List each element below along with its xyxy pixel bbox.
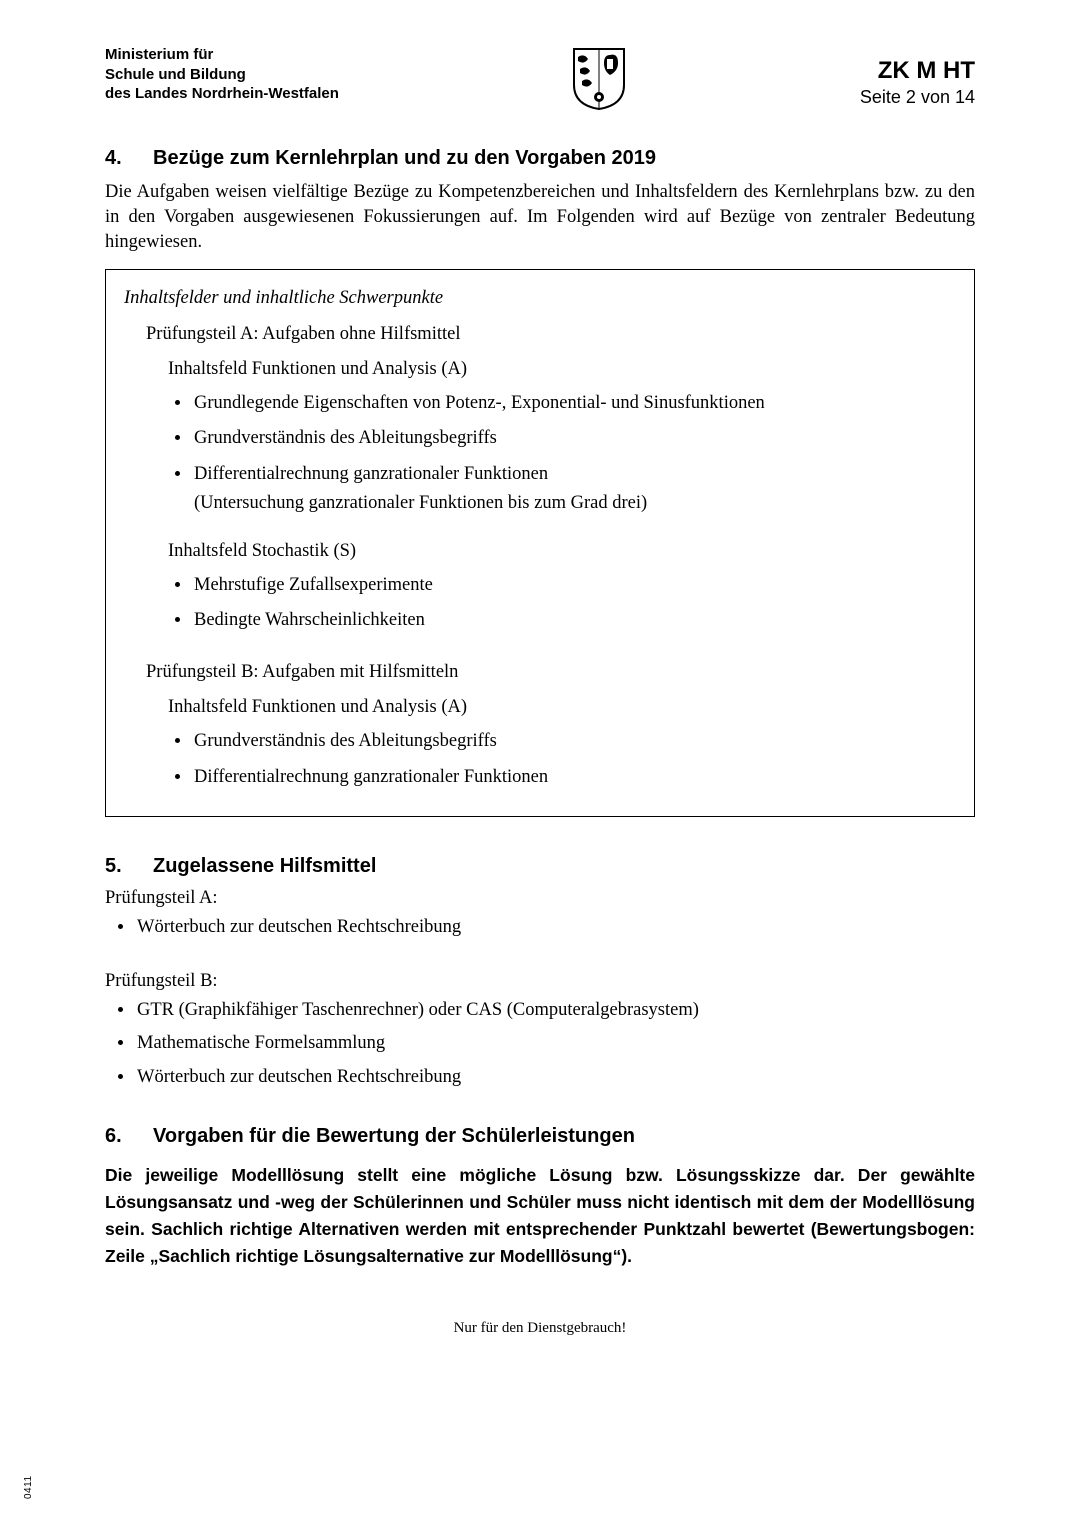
list-item: Differentialrechnung ganzrationaler Funk…: [192, 763, 956, 793]
section-5-heading: 5. Zugelassene Hilfsmittel: [105, 855, 975, 878]
section-5-part-a-label: Prüfungsteil A:: [105, 888, 975, 909]
ministry-line-1: Ministerium für: [105, 45, 339, 65]
section-6-heading: 6. Vorgaben für die Bewertung der Schüle…: [105, 1125, 975, 1148]
list-item: GTR (Graphikfähiger Taschenrechner) oder…: [135, 996, 975, 1026]
page-header: Ministerium für Schule und Bildung des L…: [105, 45, 975, 111]
section-6-bold-paragraph: Die jeweilige Modelllösung stellt eine m…: [105, 1162, 975, 1271]
section-4-intro: Die Aufgaben weisen vielfältige Bezüge z…: [105, 180, 975, 255]
list-item: Wörterbuch zur deutschen Rechtschreibung: [135, 1063, 975, 1093]
ministry-block: Ministerium für Schule und Bildung des L…: [105, 45, 339, 104]
nrw-crest-icon: [570, 45, 628, 111]
page-number: Seite 2 von 14: [860, 86, 975, 109]
section-5-title: Zugelassene Hilfsmittel: [153, 855, 376, 878]
section-6-number: 6.: [105, 1125, 153, 1148]
list-item: Grundlegende Eigenschaften von Potenz-, …: [192, 389, 956, 419]
doc-id-block: ZK M HT Seite 2 von 14: [860, 45, 975, 110]
part-b-field-1-bullets: Grundverständnis des Ableitungsbegriffs …: [168, 727, 956, 792]
page: Ministerium für Schule und Bildung des L…: [0, 0, 1080, 1527]
list-item: Differentialrechnung ganzrationaler Funk…: [192, 460, 956, 519]
part-a-field-1-bullets: Grundlegende Eigenschaften von Potenz-, …: [168, 389, 956, 519]
side-document-id: 0411: [23, 1475, 34, 1499]
section-4-number: 4.: [105, 147, 153, 170]
box-title: Inhaltsfelder und inhaltliche Schwerpunk…: [124, 284, 956, 314]
part-b-field-1: Inhaltsfeld Funktionen und Analysis (A): [168, 693, 956, 723]
content-box: Inhaltsfelder und inhaltliche Schwerpunk…: [105, 269, 975, 817]
part-b-title: Prüfungsteil B: Aufgaben mit Hilfsmittel…: [146, 658, 956, 688]
doc-code: ZK M HT: [860, 55, 975, 86]
section-5-number: 5.: [105, 855, 153, 878]
ministry-line-3: des Landes Nordrhein-Westfalen: [105, 84, 339, 104]
list-item: Wörterbuch zur deutschen Rechtschreibung: [135, 913, 975, 943]
part-a-field-2-bullets: Mehrstufige Zufallsexperimente Bedingte …: [168, 571, 956, 636]
list-item: Grundverständnis des Ableitungsbegriffs: [192, 424, 956, 454]
list-item: Bedingte Wahrscheinlichkeiten: [192, 606, 956, 636]
list-item: Mathematische Formelsammlung: [135, 1029, 975, 1059]
part-a-field-2: Inhaltsfeld Stochastik (S): [168, 537, 956, 567]
part-a-field-1: Inhaltsfeld Funktionen und Analysis (A): [168, 355, 956, 385]
section-6-title: Vorgaben für die Bewertung der Schülerle…: [153, 1125, 635, 1148]
section-4-heading: 4. Bezüge zum Kernlehrplan und zu den Vo…: [105, 147, 975, 170]
section-5-part-b-bullets: GTR (Graphikfähiger Taschenrechner) oder…: [111, 996, 975, 1093]
section-5-part-b-label: Prüfungsteil B:: [105, 971, 975, 992]
list-item: Grundverständnis des Ableitungsbegriffs: [192, 727, 956, 757]
section-5-part-a-bullets: Wörterbuch zur deutschen Rechtschreibung: [111, 913, 975, 943]
confidential-footer: Nur für den Dienstgebrauch!: [105, 1320, 975, 1337]
part-a-title: Prüfungsteil A: Aufgaben ohne Hilfsmitte…: [146, 320, 956, 350]
list-item: Mehrstufige Zufallsexperimente: [192, 571, 956, 601]
ministry-line-2: Schule und Bildung: [105, 65, 339, 85]
section-4-title: Bezüge zum Kernlehrplan und zu den Vorga…: [153, 147, 656, 170]
